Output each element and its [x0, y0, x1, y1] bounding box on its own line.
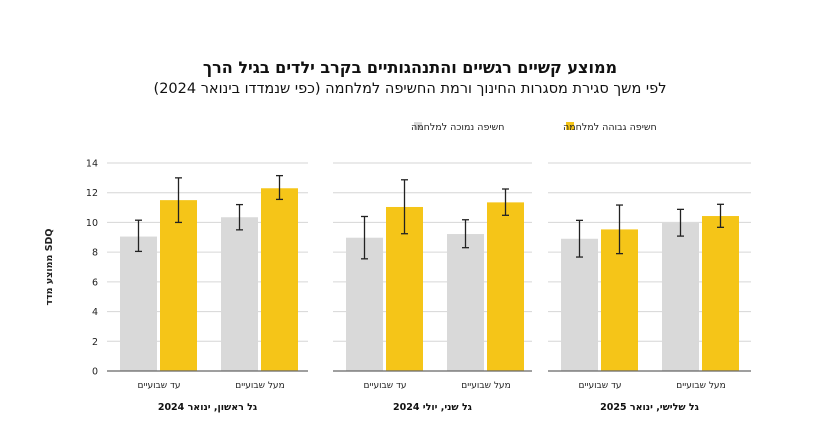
- bar-high: [160, 200, 197, 371]
- panels: עד שבועיים מעל שבועיים גל ראשון, ינואר 202…: [107, 162, 751, 413]
- x-tick-label: עד שבועיים: [137, 381, 180, 391]
- panel-2: עד שבועיים מעל שבועיים גל שני, יולי 2024: [333, 162, 532, 413]
- y-tick-label: 14: [86, 159, 98, 170]
- bar-low: [120, 236, 157, 371]
- bar-low: [561, 238, 598, 371]
- y-tick-label: 8: [92, 248, 98, 259]
- panel-3: עד שבועיים מעל שבועיים גל שלישי, ינואר 202…: [548, 162, 751, 413]
- legend-swatch-low: [414, 122, 422, 130]
- y-tick-label: 4: [92, 307, 98, 318]
- chart-title: ממוצע קשיים רגשיים והתנהגותיים בקרב ילדי…: [203, 58, 617, 77]
- bar-high: [487, 202, 524, 371]
- bar-high: [702, 216, 739, 371]
- x-tick-label: עד שבועיים: [363, 381, 406, 391]
- legend-swatch-high: [566, 122, 574, 130]
- y-axis-label: ממוצע מדד SDQ: [44, 228, 55, 305]
- y-axis-ticks: 0 2 4 6 8 10 12 14: [86, 159, 98, 378]
- bar-high: [261, 188, 298, 371]
- legend-label-low: חשיפה נמוכה למלחמה: [411, 122, 504, 133]
- panel-1: עד שבועיים מעל שבועיים גל ראשון, ינואר 202…: [107, 162, 308, 413]
- bar-low: [221, 217, 258, 371]
- y-tick-label: 0: [92, 367, 98, 378]
- x-tick-label: מעל שבועיים: [676, 381, 725, 391]
- bar-low: [662, 223, 699, 371]
- y-tick-label: 2: [92, 337, 98, 348]
- chart-subtitle: לפי משך סגירת מסגרות החינוך ורמת החשיפה …: [154, 81, 667, 97]
- legend-label-high: חשיפה גבוהה למלחמה: [563, 122, 657, 133]
- legend: חשיפה נמוכה למלחמה חשיפה גבוהה למלחמה: [411, 122, 657, 133]
- bar-low: [346, 237, 383, 371]
- y-tick-label: 10: [86, 218, 98, 229]
- panel-label: גל שלישי, ינואר 2025: [600, 402, 699, 413]
- x-tick-label: מעל שבועיים: [235, 381, 284, 391]
- bar-low: [447, 234, 484, 371]
- x-tick-label: מעל שבועיים: [461, 381, 510, 391]
- y-tick-label: 12: [86, 188, 98, 199]
- panel-label: גל ראשון, ינואר 2024: [158, 402, 257, 413]
- y-tick-label: 6: [92, 277, 98, 288]
- panel-label: גל שני, יולי 2024: [393, 402, 472, 413]
- x-tick-label: עד שבועיים: [578, 381, 621, 391]
